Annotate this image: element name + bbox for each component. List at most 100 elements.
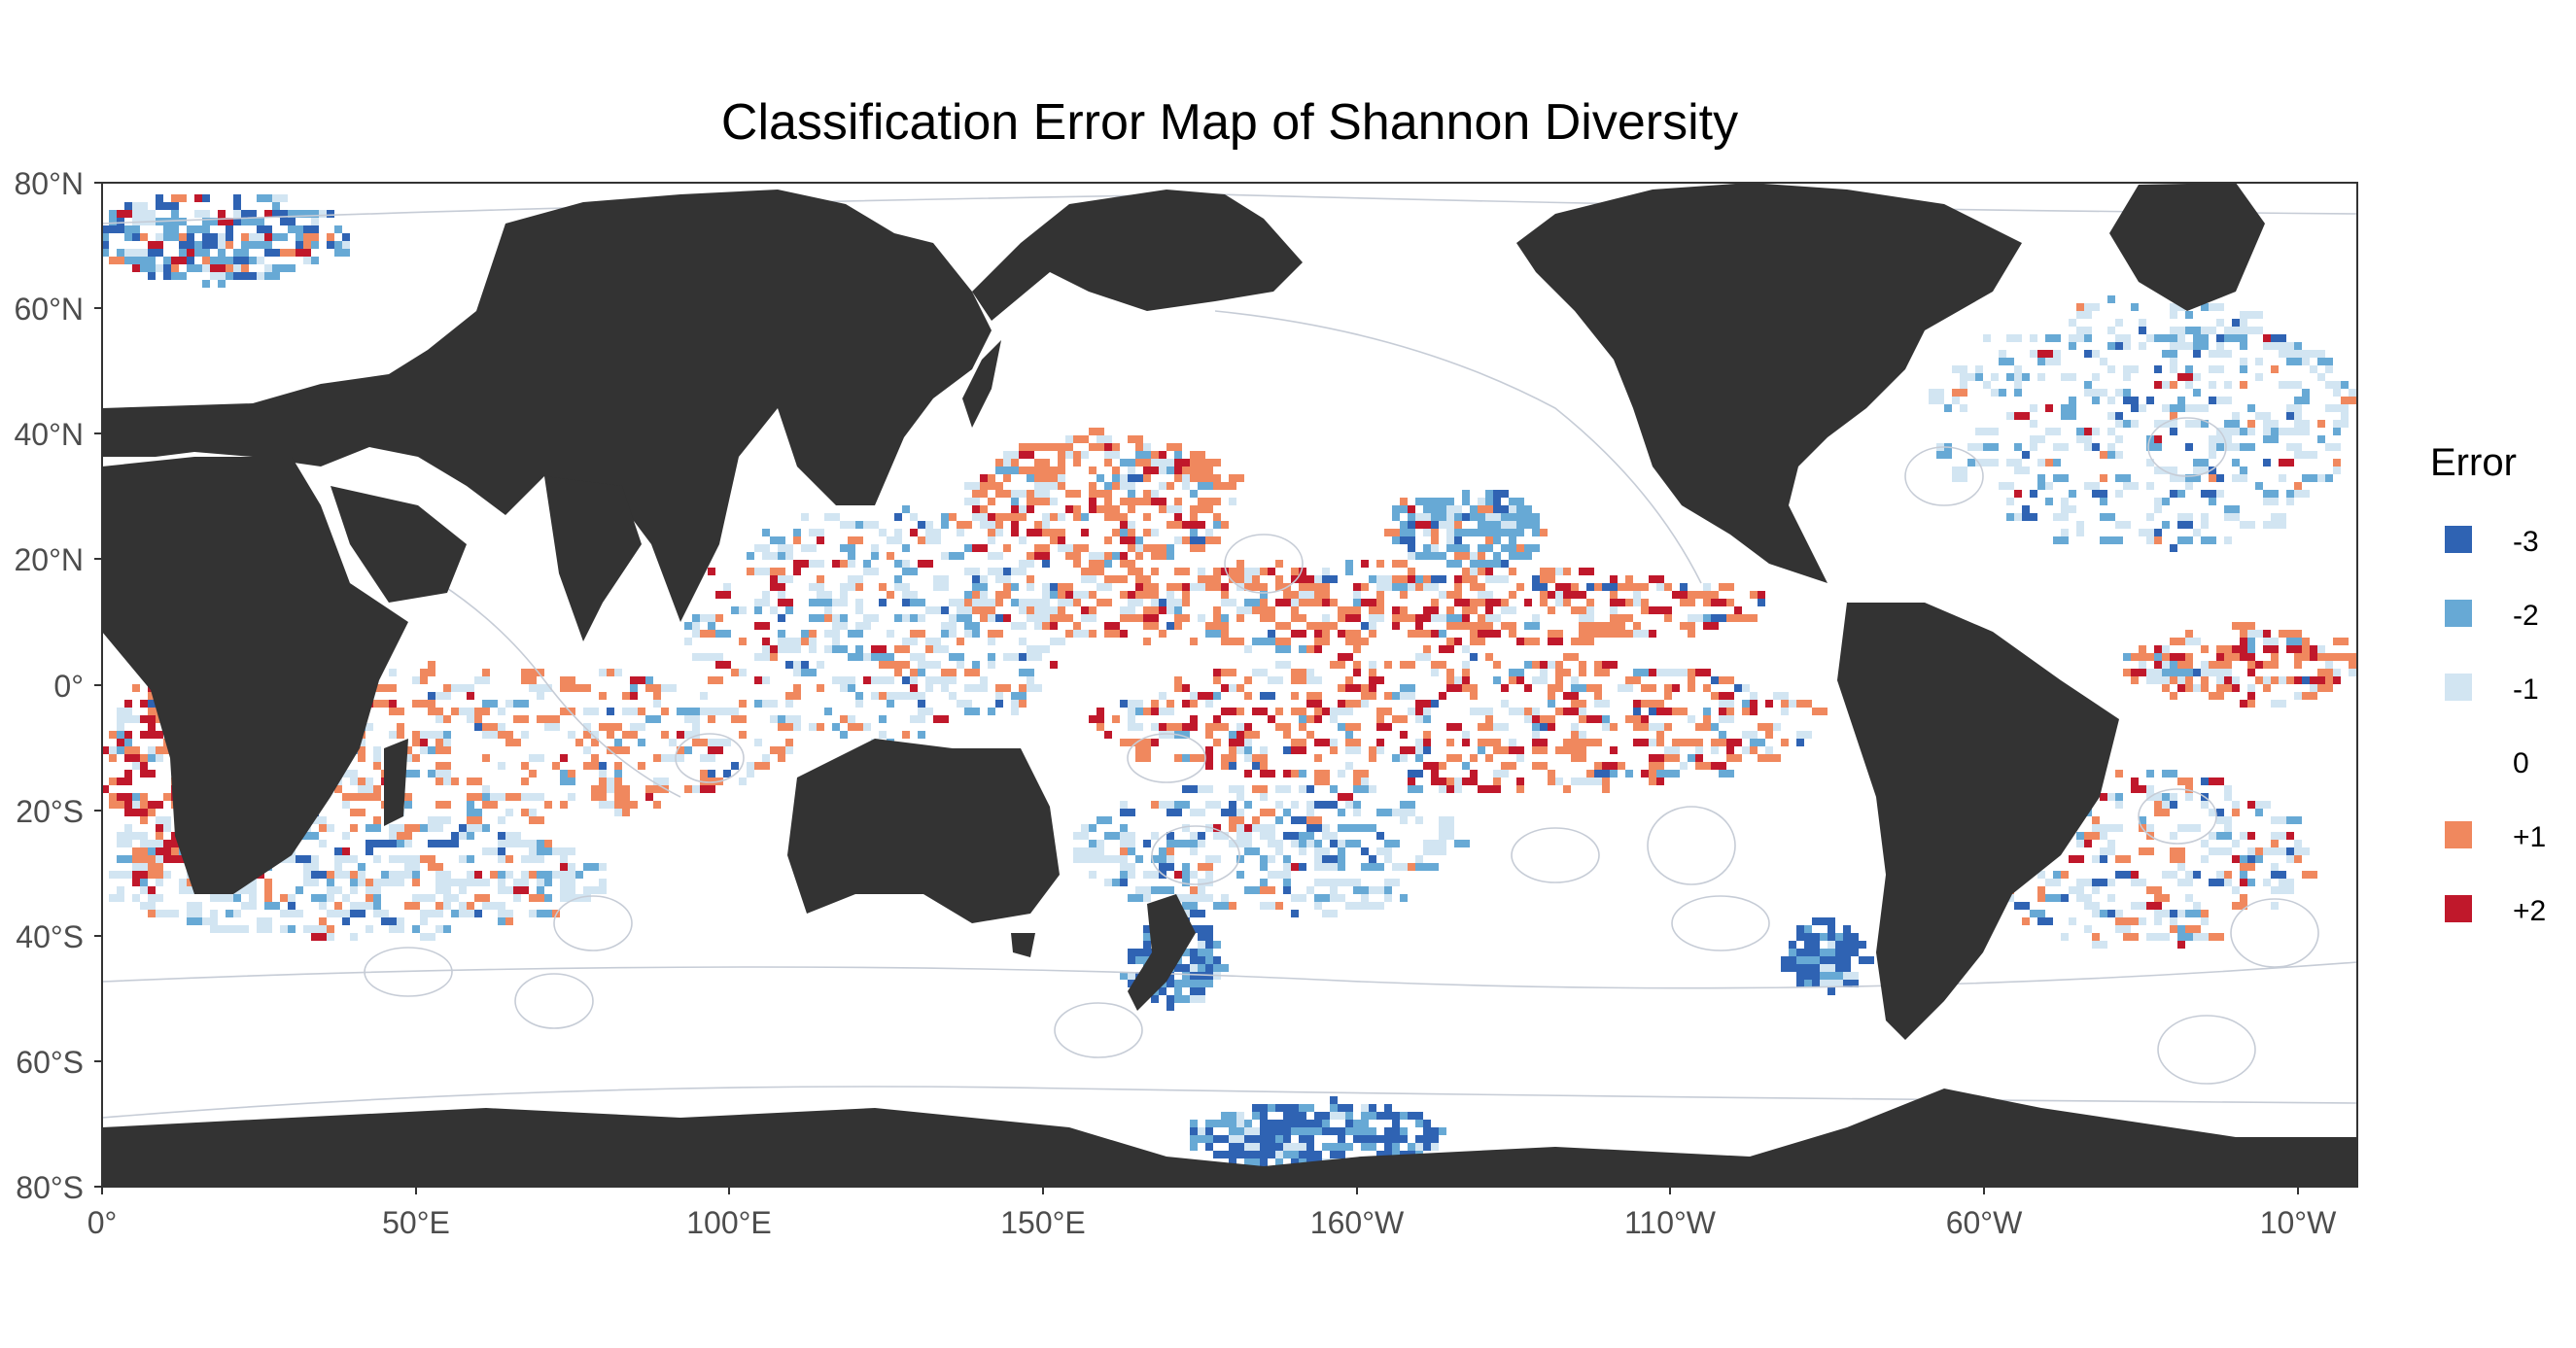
error-cell: [1011, 505, 1019, 513]
error-cell: [1299, 1112, 1306, 1120]
error-cell: [661, 731, 669, 739]
error-cell: [2240, 521, 2255, 529]
error-cell: [2170, 474, 2177, 482]
error-cell: [2279, 350, 2294, 358]
error-cell: [1314, 645, 1322, 653]
error-cell: [1345, 676, 1353, 684]
error-cell: [560, 708, 575, 715]
error-cell: [2224, 381, 2232, 389]
error-cell: [2014, 412, 2030, 420]
error-cell: [988, 568, 1003, 575]
error-cell: [1439, 847, 1446, 855]
error-cell: [1478, 630, 1485, 638]
error-cell: [124, 824, 132, 832]
error-cell: [1065, 583, 1073, 591]
error-cell: [793, 645, 801, 653]
error-cell: [855, 645, 863, 653]
error-cell: [102, 249, 109, 257]
error-cell: [1649, 778, 1656, 785]
error-cell: [1260, 606, 1268, 614]
error-cell: [2216, 816, 2232, 824]
error-cell: [560, 886, 575, 894]
error-cell: [778, 638, 785, 645]
error-cell: [700, 614, 708, 622]
error-cell: [2115, 334, 2131, 342]
error-cell: [1299, 785, 1306, 793]
error-cell: [2131, 303, 2139, 311]
error-cell: [1345, 801, 1353, 809]
error-cell: [778, 754, 785, 762]
error-cell: [848, 552, 855, 560]
error-cell: [1050, 536, 1058, 544]
error-cell: [2123, 389, 2131, 397]
error-cell: [677, 746, 684, 754]
error-cell: [521, 793, 537, 801]
error-cell: [1135, 746, 1143, 754]
error-cell: [498, 762, 505, 770]
error-cell: [1299, 1151, 1314, 1158]
error-cell: [529, 754, 544, 762]
error-cell: [762, 529, 770, 536]
error-cell: [560, 863, 568, 871]
error-cell: [1493, 552, 1501, 560]
error-cell: [459, 708, 474, 715]
error-cell: [1594, 692, 1602, 700]
error-cell: [2240, 638, 2247, 645]
error-cell: [1112, 879, 1120, 886]
error-cell: [179, 233, 187, 241]
error-cell: [1548, 638, 1563, 645]
error-cell: [1190, 513, 1198, 521]
error-cell: [117, 778, 132, 785]
error-cell: [848, 684, 855, 692]
error-cell: [1423, 552, 1439, 560]
error-cell: [762, 700, 778, 708]
error-cell: [1244, 739, 1252, 746]
error-cell: [708, 739, 723, 746]
error-cell: [1571, 676, 1579, 684]
error-cell: [1376, 575, 1384, 583]
error-cell: [132, 684, 140, 692]
error-cell: [412, 676, 420, 684]
error-cell: [1229, 1135, 1244, 1143]
error-cell: [1143, 840, 1151, 847]
error-cell: [2224, 785, 2232, 793]
new-zealand-landmass: [1128, 894, 1196, 1011]
error-cell: [817, 536, 824, 544]
error-cell: [1719, 599, 1726, 606]
error-cell: [1338, 809, 1345, 816]
error-cell: [544, 723, 560, 731]
error-cell: [1291, 801, 1299, 809]
error-cell: [1236, 1120, 1244, 1127]
error-cell: [2193, 334, 2209, 342]
error-cell: [1027, 583, 1034, 591]
error-cell: [202, 225, 210, 233]
error-cell: [1260, 879, 1268, 886]
error-cell: [2139, 529, 2154, 536]
error-cell: [2185, 676, 2193, 684]
error-cell: [964, 669, 980, 676]
error-cell: [1221, 614, 1229, 622]
error-cell: [692, 785, 700, 793]
error-cell: [1174, 451, 1182, 459]
error-cell: [1439, 591, 1446, 599]
error-cell: [467, 684, 474, 692]
error-cell: [350, 824, 358, 832]
error-cell: [2317, 373, 2325, 381]
error-cell: [2325, 381, 2341, 389]
error-cell: [109, 754, 117, 762]
error-cell: [2177, 490, 2185, 498]
error-cell: [420, 910, 428, 917]
error-cell: [988, 513, 995, 521]
error-cell: [311, 894, 327, 902]
error-cell: [2154, 334, 2162, 342]
error-cell: [319, 871, 327, 879]
error-cell: [1470, 552, 1478, 560]
error-cell: [2146, 785, 2154, 793]
error-cell: [1221, 684, 1229, 692]
error-cell: [1563, 708, 1579, 715]
error-cell: [1182, 700, 1190, 708]
error-cell: [1190, 467, 1198, 474]
error-cell: [1423, 1143, 1431, 1151]
error-cell: [148, 886, 156, 894]
error-cell: [1306, 622, 1322, 630]
